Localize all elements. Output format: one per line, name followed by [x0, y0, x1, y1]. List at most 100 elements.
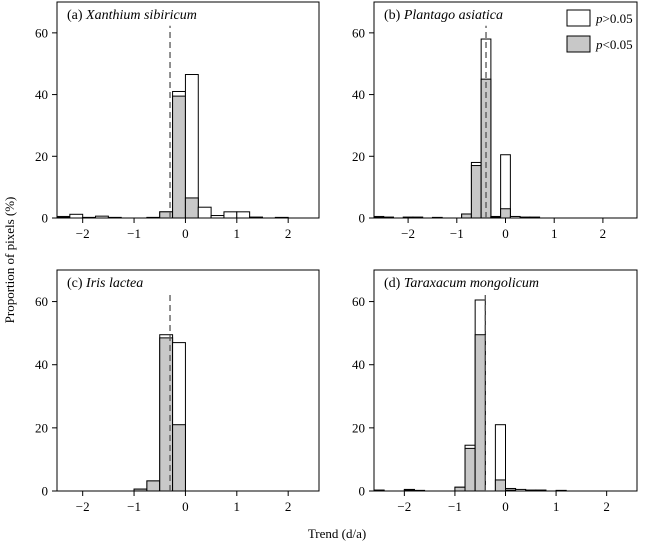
x-tick-label: 1 — [551, 226, 558, 241]
bar-significant — [172, 95, 186, 219]
bar-significant — [470, 165, 482, 219]
bar-total — [223, 211, 238, 219]
bar-total — [431, 216, 443, 219]
y-tick-label: 60 — [352, 25, 365, 40]
bar-total — [555, 489, 567, 492]
x-tick-label: 0 — [182, 499, 189, 514]
y-tick-label: 40 — [352, 357, 365, 372]
legend-swatch — [566, 9, 591, 27]
x-tick-label: 0 — [502, 226, 509, 241]
x-tick-label: −2 — [401, 226, 415, 241]
bar-significant — [373, 216, 385, 219]
x-axis-label: Trend (d/a) — [308, 526, 366, 541]
y-tick-label: 60 — [352, 294, 365, 309]
x-tick-label: −2 — [76, 226, 90, 241]
panel-title: (c) Iris lactea — [67, 276, 143, 291]
legend: p>0.05 p<0.05 — [566, 9, 633, 53]
y-tick-label: 40 — [35, 357, 48, 372]
y-tick-label: 20 — [35, 149, 48, 164]
x-tick-label: 2 — [603, 499, 610, 514]
legend-swatch — [566, 35, 591, 53]
x-tick-label: 1 — [234, 499, 241, 514]
y-axis-label: Proportion of pixels (%) — [2, 197, 17, 324]
bar-significant — [56, 216, 71, 219]
bar-significant — [494, 479, 506, 492]
bar-total — [525, 489, 537, 492]
bar-significant — [461, 213, 472, 219]
bar-significant — [490, 216, 502, 219]
bar-total — [383, 216, 394, 219]
bar-total — [95, 215, 109, 219]
y-tick-label: 0 — [359, 211, 366, 226]
bar-total — [509, 215, 521, 219]
bar-total — [402, 216, 414, 219]
y-tick-label: 0 — [42, 211, 49, 226]
bar-total — [274, 216, 289, 219]
bar-total — [413, 489, 426, 492]
bar-significant — [500, 208, 511, 219]
y-tick-label: 60 — [35, 294, 48, 309]
panel-label: (d) — [384, 276, 404, 291]
bar-total — [197, 206, 212, 219]
plot-frame — [56, 269, 320, 492]
panel-title: (b) Plantago asiatica — [384, 8, 503, 23]
bar-significant — [403, 489, 415, 492]
x-tick-label: 0 — [182, 226, 189, 241]
panel-species: Iris lactea — [85, 276, 143, 291]
panel-species: Taraxacum mongolicum — [404, 276, 539, 291]
x-tick-label: −1 — [450, 226, 464, 241]
y-tick-label: 20 — [352, 149, 365, 164]
x-tick-label: −2 — [76, 499, 90, 514]
y-tick-label: 60 — [35, 25, 48, 40]
bar-total — [249, 216, 263, 219]
panel-title: (d) Taraxacum mongolicum — [384, 276, 539, 291]
x-tick-label: 1 — [234, 226, 241, 241]
y-tick-label: 40 — [352, 87, 365, 102]
bar-total — [107, 216, 122, 219]
panel-label: (b) — [384, 8, 404, 23]
bar-significant — [373, 489, 385, 492]
bar-significant — [505, 489, 517, 492]
y-tick-label: 20 — [35, 420, 48, 435]
bar-significant — [454, 486, 466, 492]
bar-total — [519, 216, 531, 219]
bar-total — [515, 488, 527, 492]
bar-total — [535, 489, 547, 492]
bar-significant — [184, 197, 199, 219]
x-tick-label: −1 — [127, 226, 141, 241]
y-tick-label: 20 — [352, 420, 365, 435]
bar-significant — [172, 424, 186, 492]
bar-total — [210, 215, 225, 219]
x-tick-label: 2 — [285, 226, 292, 241]
panel-species: Plantago asiatica — [403, 8, 503, 23]
panel-species: Xanthium sibiricum — [85, 8, 197, 23]
bar-significant — [133, 488, 148, 492]
y-tick-label: 40 — [35, 87, 48, 102]
y-tick-label: 0 — [42, 484, 49, 499]
bar-significant — [464, 447, 476, 492]
bar-total — [82, 216, 97, 219]
bar-significant — [474, 334, 486, 492]
x-tick-label: 2 — [285, 499, 292, 514]
x-tick-label: 1 — [553, 499, 560, 514]
bar-total — [69, 213, 84, 219]
panel-title: (a) Xanthium sibiricum — [67, 8, 197, 23]
x-tick-label: 2 — [600, 226, 607, 241]
x-tick-label: 0 — [502, 499, 509, 514]
panel-label: (a) — [67, 8, 86, 23]
y-tick-label: 0 — [359, 484, 366, 499]
bar-total — [529, 216, 541, 219]
x-tick-label: −1 — [448, 499, 462, 514]
bar-total — [184, 74, 199, 219]
bar-significant — [146, 480, 161, 492]
panel-label: (c) — [67, 276, 86, 291]
bar-total — [236, 211, 251, 219]
x-tick-label: −1 — [127, 499, 141, 514]
bar-total — [412, 216, 424, 219]
